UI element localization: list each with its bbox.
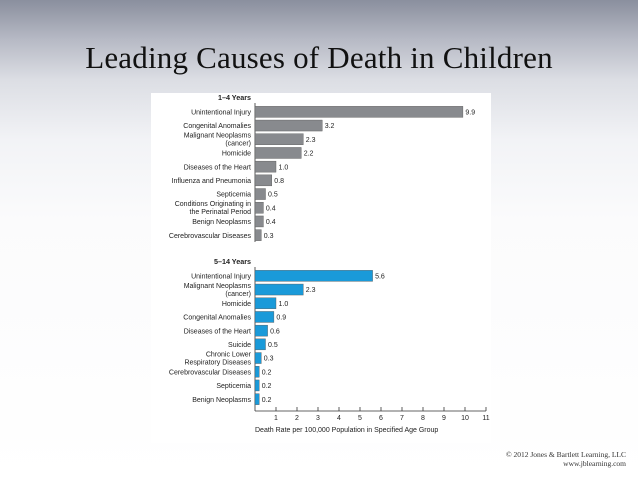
bar-value-label: 0.9 — [276, 315, 286, 322]
bar-value-label: 2.2 — [304, 151, 314, 158]
chart-panel: 1–4 Years 9.9 Unintentional Injury 3.2 Conge… — [151, 93, 491, 443]
category-label: Septicemia — [216, 192, 251, 199]
category-label: Cerebrovascular Diseases — [169, 369, 252, 376]
bar-value-label: 0.2 — [262, 369, 272, 376]
group-header: 5–14 Years — [214, 257, 251, 266]
x-tick-label: 4 — [337, 415, 341, 422]
bar — [254, 215, 264, 228]
bar-value-label: 0.4 — [266, 219, 276, 226]
bar-value-label: 1.0 — [279, 301, 289, 308]
bar — [254, 106, 464, 118]
bar-value-label: 0.2 — [262, 383, 272, 390]
x-tick-label: 11 — [482, 415, 489, 422]
slide-title: Leading Causes of Death in Children — [85, 40, 553, 75]
category-label: Benign Neoplasms — [192, 219, 251, 226]
category-label: Diseases of the Heart — [184, 328, 251, 335]
bar — [254, 160, 277, 173]
bar — [254, 133, 304, 145]
category-label: Congenital Anomalies — [183, 315, 251, 322]
category-label: Homicide — [222, 301, 251, 308]
category-label: the Perinatal Period — [190, 209, 252, 216]
credit-line-2: www.jblearning.com — [563, 459, 626, 468]
category-label: Unintentional Injury — [191, 273, 251, 280]
x-tick-label: 10 — [461, 415, 469, 422]
bar-value-label: 0.8 — [274, 178, 284, 185]
bar-value-label: 2.3 — [306, 137, 316, 144]
category-label: Influenza and Pneumonia — [172, 178, 251, 185]
category-label: Cerebrovascular Diseases — [169, 233, 252, 240]
x-tick-label: 8 — [421, 415, 425, 422]
category-label: Benign Neoplasms — [192, 397, 251, 404]
bar-value-label: 0.3 — [264, 356, 274, 363]
group-header: 1–4 Years — [218, 93, 251, 102]
x-tick-label: 5 — [358, 415, 362, 422]
category-label: (cancer) — [225, 291, 251, 298]
bar-value-label: 0.2 — [262, 397, 272, 404]
category-label: Homicide — [222, 151, 251, 158]
copyright-credit: © 2012 Jones & Bartlett Learning, LLC ww… — [506, 450, 626, 468]
bar-value-label: 1.0 — [279, 164, 289, 171]
bar-value-label: 0.3 — [264, 233, 274, 240]
bar — [254, 311, 275, 323]
bar — [254, 379, 260, 392]
bar-value-label: 0.4 — [266, 205, 276, 212]
category-label: Malignant Neoplasms — [184, 283, 252, 290]
bar — [254, 352, 262, 364]
x-tick-label: 6 — [379, 415, 383, 422]
category-label: Malignant Neoplasms — [184, 133, 252, 140]
bar — [254, 283, 304, 296]
x-axis-label: Death Rate per 100,000 Population in Spe… — [255, 427, 438, 434]
bar-value-label: 0.5 — [268, 192, 278, 199]
bar — [254, 297, 277, 309]
bar — [254, 393, 260, 405]
bar — [254, 188, 266, 200]
x-tick-label: 1 — [274, 415, 278, 422]
bar — [254, 270, 373, 282]
x-tick-label: 2 — [295, 415, 299, 422]
bar-value-label: 0.6 — [270, 328, 280, 335]
bar — [254, 324, 268, 337]
category-label: Suicide — [228, 342, 251, 349]
bar — [254, 202, 264, 214]
category-label: Conditions Originating in — [175, 201, 251, 208]
bar — [254, 174, 272, 187]
bar-value-label: 9.9 — [465, 109, 475, 116]
category-label: (cancer) — [225, 140, 251, 147]
category-label: Congenital Anomalies — [183, 123, 251, 130]
bar-value-label: 0.5 — [268, 342, 278, 349]
x-tick-label: 3 — [316, 415, 320, 422]
bar — [254, 229, 262, 241]
bar — [254, 147, 302, 159]
category-label: Chronic Lower — [206, 351, 252, 358]
credit-line-1: © 2012 Jones & Bartlett Learning, LLC — [505, 450, 626, 459]
x-tick-label: 9 — [442, 415, 446, 422]
x-tick-label: 7 — [400, 415, 404, 422]
category-label: Respiratory Diseases — [184, 359, 251, 366]
bar — [254, 338, 266, 351]
bar-chart: 1–4 Years 9.9 Unintentional Injury 3.2 Conge… — [169, 93, 490, 434]
category-label: Unintentional Injury — [191, 109, 251, 116]
category-label: Diseases of the Heart — [184, 164, 251, 171]
category-label: Septicemia — [216, 383, 251, 390]
bar — [254, 119, 323, 132]
bar-value-label: 2.3 — [306, 287, 316, 294]
bar-value-label: 5.6 — [375, 273, 385, 280]
bar — [254, 366, 260, 378]
bar-value-label: 3.2 — [325, 123, 335, 130]
